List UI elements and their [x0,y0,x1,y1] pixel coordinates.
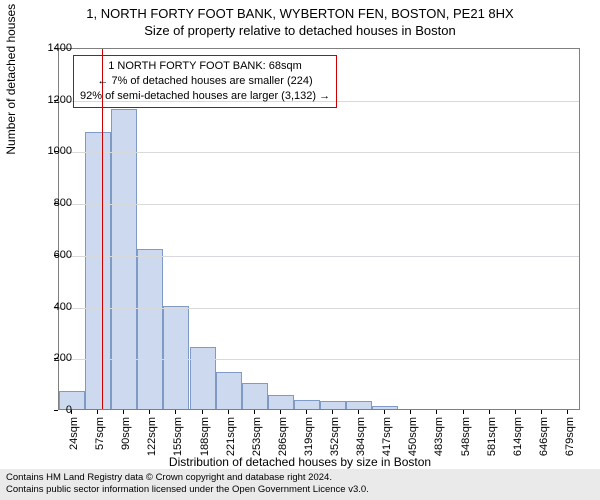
annot-line3: 92% of semi-detached houses are larger (… [80,89,330,104]
ytick-label: 1200 [32,94,72,106]
gridline [59,256,579,257]
xtick-mark [175,410,176,414]
title-line1: 1, NORTH FORTY FOOT BANK, WYBERTON FEN, … [0,0,600,21]
ytick-label: 400 [32,301,72,313]
gridline [59,204,579,205]
xtick-mark [149,410,150,414]
xtick-mark [436,410,437,414]
bar [372,406,398,409]
chart-root: 1, NORTH FORTY FOOT BANK, WYBERTON FEN, … [0,0,600,500]
ytick-label: 200 [32,352,72,364]
ytick-mark [54,410,58,411]
bar [190,347,216,409]
bar [216,372,242,409]
xtick-mark [489,410,490,414]
ytick-label: 800 [32,197,72,209]
x-axis-label: Distribution of detached houses by size … [0,455,600,469]
ytick-label: 1000 [32,145,72,157]
annotation-box: 1 NORTH FORTY FOOT BANK: 68sqm ← 7% of d… [73,55,337,108]
bar [346,401,372,409]
gridline [59,308,579,309]
footer: Contains HM Land Registry data © Crown c… [0,469,600,500]
title-line2: Size of property relative to detached ho… [0,21,600,38]
plot-area: 1 NORTH FORTY FOOT BANK: 68sqm ← 7% of d… [58,48,580,410]
ytick-label: 1400 [32,42,72,54]
annot-line2: ← 7% of detached houses are smaller (224… [80,74,330,89]
xtick-mark [306,410,307,414]
gridline [59,152,579,153]
xtick-mark [567,410,568,414]
ytick-mark [54,203,58,204]
xtick-mark [410,410,411,414]
bar [242,383,268,409]
bar [163,306,189,409]
ytick-mark [54,255,58,256]
xtick-mark [254,410,255,414]
bar [294,400,320,409]
ytick-mark [54,307,58,308]
xtick-mark [358,410,359,414]
bar [137,249,163,409]
xtick-mark [515,410,516,414]
xtick-mark [123,410,124,414]
ytick-mark [54,48,58,49]
ytick-label: 0 [32,404,72,416]
ytick-mark [54,358,58,359]
xtick-mark [463,410,464,414]
gridline [59,359,579,360]
ytick-label: 600 [32,249,72,261]
footer-line1: Contains HM Land Registry data © Crown c… [6,472,594,484]
xtick-mark [71,410,72,414]
ytick-mark [54,100,58,101]
annot-line1: 1 NORTH FORTY FOOT BANK: 68sqm [80,59,330,74]
bar [85,132,111,409]
xtick-mark [97,410,98,414]
xtick-mark [541,410,542,414]
xtick-mark [332,410,333,414]
xtick-mark [384,410,385,414]
bar [268,395,294,409]
xtick-mark [280,410,281,414]
xtick-mark [228,410,229,414]
y-axis-label: Number of detached houses [4,4,18,155]
bar [111,109,137,409]
ytick-mark [54,151,58,152]
footer-line2: Contains public sector information licen… [6,484,594,496]
xtick-mark [202,410,203,414]
bar [320,401,346,409]
